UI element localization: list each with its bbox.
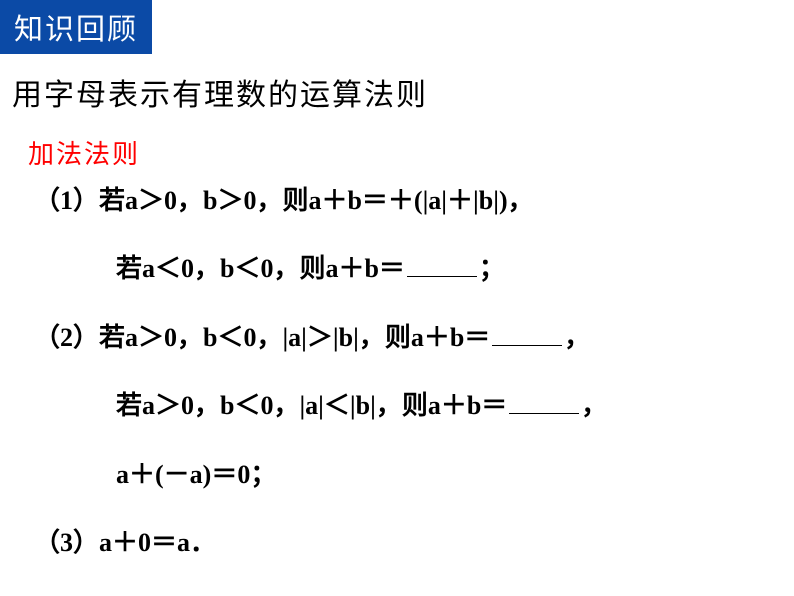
section-label-text: 加法法则 <box>28 140 140 169</box>
rule-2a: （2）若a＞0，b＜0，|a|＞|b|，则a＋b＝ ， <box>34 320 794 356</box>
header-box: 知识回顾 <box>0 0 152 54</box>
rules-block: （1）若a＞0，b＞0，则a＋b＝＋(|a|＋|b|)， 若a＜0，b＜0，则a… <box>34 183 794 561</box>
rule-2c: a＋(－a)＝0； <box>116 457 794 493</box>
rule-2a-pre: （2）若a＞0，b＜0，|a|＞|b|，则a＋b＝ <box>34 323 490 352</box>
rule-3: （3）a＋0＝a． <box>34 525 794 561</box>
rule-1a-text: （1）若a＞0，b＞0，则a＋b＝＋(|a|＋|b|)， <box>34 186 534 215</box>
rule-2b-post: ， <box>581 391 607 420</box>
section-label: 加法法则 <box>28 134 794 171</box>
blank-field <box>509 391 579 414</box>
header-title: 知识回顾 <box>14 14 138 46</box>
blank-field <box>407 254 477 277</box>
rule-2a-post: ， <box>564 323 590 352</box>
rule-1a: （1）若a＞0，b＞0，则a＋b＝＋(|a|＋|b|)， <box>34 183 794 219</box>
subtitle-text: 用字母表示有理数的运算法则 <box>12 79 428 112</box>
rule-2b: 若a＞0，b＜0，|a|＜|b|，则a＋b＝ ， <box>116 388 794 424</box>
rule-2c-text: a＋(－a)＝0； <box>116 460 276 489</box>
page-subtitle: 用字母表示有理数的运算法则 <box>12 70 794 114</box>
rule-2b-pre: 若a＞0，b＜0，|a|＜|b|，则a＋b＝ <box>116 391 507 420</box>
blank-field <box>492 322 562 345</box>
rule-1b: 若a＜0，b＜0，则a＋b＝ ； <box>116 251 794 287</box>
rule-1b-pre: 若a＜0，b＜0，则a＋b＝ <box>116 254 405 283</box>
rule-3-text: （3）a＋0＝a． <box>34 528 216 557</box>
rule-1b-post: ； <box>479 254 505 283</box>
